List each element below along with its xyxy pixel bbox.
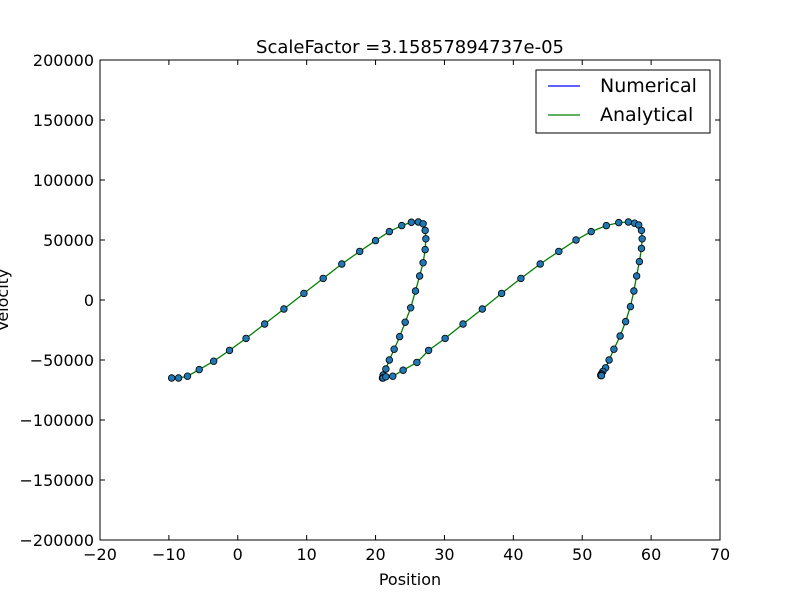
numerical-point [626,302,635,311]
numerical-point [195,365,203,374]
y-tick-label: 200000 [33,51,94,70]
x-tick-label: 70 [710,545,730,564]
numerical-point [630,287,638,295]
numerical-point [225,346,234,355]
x-tick-label: 0 [233,545,243,564]
numerical-point [441,334,449,343]
numerical-point [421,245,429,254]
numerical-point [621,317,630,326]
legend-box [535,69,711,134]
x-tick-label: −10 [152,545,186,564]
x-tick-label: 30 [434,545,454,564]
x-tick-label: 20 [365,545,385,564]
numerical-point [597,371,606,380]
numerical-point [398,221,406,230]
numerical-point [624,218,633,226]
numerical-point [401,318,409,326]
y-axis-label: Velocity [0,269,12,332]
numerical-point [422,235,430,243]
numerical-point [602,221,611,230]
numerical-point [419,259,427,267]
numerical-point [632,272,641,280]
x-tick-label: 50 [572,545,592,564]
plot-frame [99,59,721,541]
numerical-point [555,247,563,256]
numerical-point [399,366,407,374]
numerical-point [413,358,421,367]
numerical-point [497,289,506,298]
y-tick-label: 150000 [33,111,94,130]
y-tick-label: −150000 [20,471,94,490]
numerical-point [459,320,467,328]
numerical-point [174,374,183,382]
numerical-point [167,374,176,382]
numerical-point [610,345,618,353]
numerical-point [635,257,644,266]
numerical-point [605,356,613,364]
chart-title: ScaleFactor =3.15857894737e-05 [256,37,564,58]
numerical-point [280,305,288,313]
numerical-point [517,274,525,283]
numerical-point [406,304,415,312]
legend: Numerical Analytical [535,69,711,134]
legend-label-analytical: Analytical [600,104,693,126]
numerical-point [478,305,487,313]
y-tick-label: 100000 [33,171,94,190]
numerical-point [300,289,308,298]
numerical-point [587,227,595,236]
numerical-point [371,236,380,245]
numerical-point [390,345,398,353]
numerical-point [319,274,327,283]
numerical-point [415,272,424,280]
x-tick-label: 40 [503,545,523,564]
y-tick-label: −200000 [20,531,94,550]
numerical-point [615,218,623,227]
numerical-point [209,357,218,365]
numerical-series [167,218,646,382]
numerical-point [407,218,416,226]
numerical-point [421,226,429,235]
plot-area [99,59,721,541]
legend-label-numerical: Numerical [600,75,697,97]
numerical-point [242,334,250,343]
numerical-point [637,244,646,253]
numerical-point [572,236,580,244]
numerical-point [419,220,427,228]
numerical-point [395,332,404,341]
y-tick-label: 50000 [43,231,94,250]
numerical-point [385,356,394,364]
axis-ticks: −20 −10 0 10 20 30 40 50 60 70 −200000 −150000 −1000… [20,51,731,564]
numerical-point [637,226,646,235]
numerical-point [536,260,544,268]
numerical-point [260,320,269,328]
x-tick-label: −20 [83,545,117,564]
numerical-point [385,227,394,236]
numerical-point [638,235,646,243]
y-tick-label: −50000 [30,351,94,370]
numerical-point [382,365,390,373]
y-tick-label: 0 [84,291,94,310]
numerical-point [382,373,390,381]
numerical-point [338,260,346,268]
numerical-point [424,346,433,355]
y-tick-label: −100000 [20,411,94,430]
x-tick-label: 60 [641,545,661,564]
numerical-point [411,287,420,295]
numerical-point [616,332,624,340]
numerical-point [356,247,364,256]
x-tick-label: 10 [296,545,316,564]
numerical-point [183,372,192,380]
x-axis-label: Position [379,570,441,589]
numerical-point [389,372,397,380]
